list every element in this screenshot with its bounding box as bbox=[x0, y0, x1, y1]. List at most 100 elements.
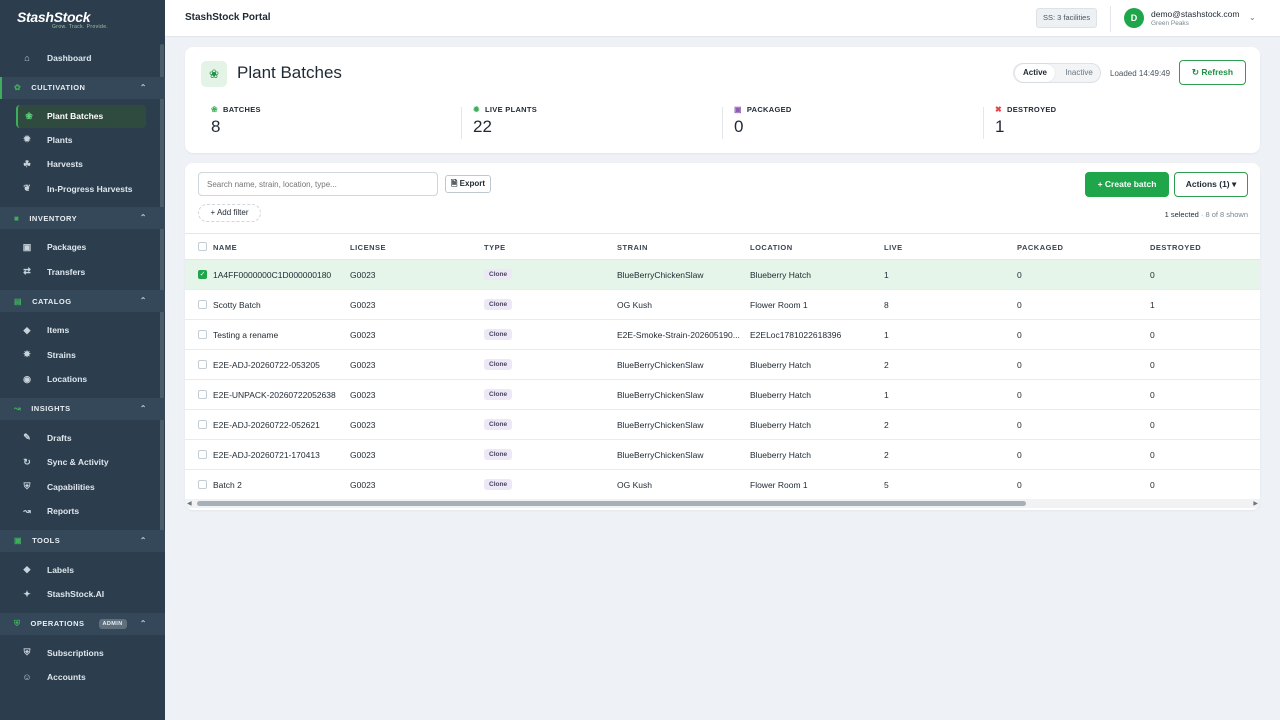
scroll-right-icon[interactable]: ▶ bbox=[1253, 501, 1258, 507]
scroll-left-icon[interactable]: ◀ bbox=[187, 501, 192, 507]
cell-type: Clone bbox=[484, 389, 513, 400]
sidebar-item-label: StashStock.AI bbox=[47, 589, 105, 600]
column-header[interactable]: LICENSE bbox=[350, 243, 387, 252]
table-row[interactable]: E2E-ADJ-20260722-052621 G0023 Clone BlueBer… bbox=[185, 410, 1260, 440]
sidebar-item-harvests[interactable]: ☘ Harvests bbox=[0, 152, 165, 177]
sidebar-item-capabilities[interactable]: ⛨ Capabilities bbox=[0, 475, 165, 500]
cell-strain: BlueBerryChickenSlaw bbox=[617, 360, 704, 370]
cell-live: 8 bbox=[884, 300, 889, 310]
horizontal-scrollbar[interactable]: ◀ ▶ bbox=[185, 499, 1260, 508]
toggle-inactive[interactable]: Inactive bbox=[1065, 68, 1093, 77]
sidebar-item-transfers[interactable]: ⇄ Transfers bbox=[0, 260, 165, 285]
section-inventory[interactable]: ■ INVENTORY ⌃ bbox=[0, 207, 165, 229]
row-checkbox[interactable] bbox=[198, 330, 207, 339]
sidebar-item-subscriptions[interactable]: ⛨ Subscriptions bbox=[0, 641, 165, 666]
cell-license: G0023 bbox=[350, 480, 376, 490]
chevron-up-icon: ⌃ bbox=[139, 296, 147, 305]
sidebar-item-label: Strains bbox=[47, 349, 76, 360]
table-row[interactable]: E2E-ADJ-20260721-170413 G0023 Clone BlueBer… bbox=[185, 440, 1260, 470]
column-header[interactable]: LOCATION bbox=[750, 243, 793, 252]
sidebar-item-strains[interactable]: ✸ Strains bbox=[0, 343, 165, 368]
cell-name: Batch 2 bbox=[213, 480, 242, 490]
cell-license: G0023 bbox=[350, 270, 376, 280]
chevron-down-icon[interactable]: ⌄ bbox=[1249, 13, 1256, 22]
actions-dropdown[interactable]: Actions (1) ▾ bbox=[1174, 172, 1248, 197]
section-catalog[interactable]: ▤ CATALOG ⌃ bbox=[0, 290, 165, 312]
column-header[interactable]: PACKAGED bbox=[1017, 243, 1064, 252]
chevron-up-icon: ⌃ bbox=[139, 403, 147, 413]
sidebar-item-plants[interactable]: ✹ Plants bbox=[0, 128, 165, 153]
sidebar-scrollbar[interactable] bbox=[160, 44, 164, 534]
column-header[interactable]: LIVE bbox=[884, 243, 903, 252]
refresh-button[interactable]: ↻ Refresh bbox=[1179, 60, 1246, 85]
cell-live: 1 bbox=[884, 270, 889, 280]
row-checkbox[interactable] bbox=[198, 480, 207, 489]
sidebar-item-stashstock-ai[interactable]: ✦ StashStock.AI bbox=[0, 582, 165, 607]
section-tools[interactable]: ▣ TOOLS ⌃ bbox=[0, 529, 165, 552]
sidebar-item-drafts[interactable]: ✎ Drafts bbox=[0, 426, 165, 451]
table-row[interactable]: E2E-UNPACK-20260722052638 G0023 Clone BlueB… bbox=[185, 380, 1260, 410]
facilities-badge[interactable]: SS: 3 facilities bbox=[1036, 8, 1098, 28]
sidebar-item-packages[interactable]: ▣ Packages bbox=[0, 235, 165, 260]
cell-destroyed: 0 bbox=[1150, 420, 1155, 430]
cell-license: G0023 bbox=[350, 330, 376, 340]
toggle-active[interactable]: Active bbox=[1015, 64, 1055, 82]
sidebar-item-sync-activity[interactable]: ↻ Sync & Activity bbox=[0, 450, 165, 475]
sidebar-item-accounts[interactable]: ☺ Accounts bbox=[0, 665, 165, 690]
table-row[interactable]: E2E-ADJ-20260722-053205 G0023 Clone BlueBer… bbox=[185, 350, 1260, 380]
cell-strain: OG Kush bbox=[617, 300, 652, 310]
row-checkbox[interactable] bbox=[198, 390, 207, 399]
sidebar-item-dashboard[interactable]: ⌂ Dashboard bbox=[0, 46, 165, 71]
cell-type: Clone bbox=[484, 299, 513, 310]
table-row[interactable]: Scotty Batch G0023 Clone OG Kush Flower Room… bbox=[185, 290, 1260, 320]
section-operations[interactable]: ⛨ OPERATIONS ADMIN ⌃ bbox=[0, 612, 165, 635]
add-filter-button[interactable]: + Add filter bbox=[198, 204, 261, 222]
sidebar-item-labels[interactable]: ◆ Labels bbox=[0, 558, 165, 583]
cell-location: Flower Room 1 bbox=[750, 300, 808, 310]
export-button[interactable]: 🗎 Export bbox=[445, 175, 491, 193]
column-header[interactable]: NAME bbox=[213, 243, 238, 252]
sidebar-item-label: Packages bbox=[47, 242, 87, 253]
avatar[interactable]: D bbox=[1124, 8, 1144, 28]
cell-live: 2 bbox=[884, 360, 889, 370]
select-all-checkbox[interactable] bbox=[198, 242, 207, 251]
row-checkbox[interactable] bbox=[198, 450, 207, 459]
cell-type: Clone bbox=[484, 449, 513, 460]
section-cultivation[interactable]: ✿ CULTIVATION ⌃ bbox=[0, 76, 165, 99]
create-batch-button[interactable]: + Create batch bbox=[1085, 172, 1169, 197]
sidebar-item-in-progress-harvests[interactable]: ❦ In-Progress Harvests bbox=[0, 177, 165, 202]
table-row[interactable]: Batch 2 G0023 Clone OG Kush Flower Room 1 5 0 0 bbox=[185, 470, 1260, 500]
row-checkbox[interactable] bbox=[198, 300, 207, 309]
cell-live: 1 bbox=[884, 390, 889, 400]
sidebar-item-items[interactable]: ◆ Items bbox=[0, 318, 165, 343]
cell-location: Blueberry Hatch bbox=[750, 270, 811, 280]
column-header[interactable]: STRAIN bbox=[617, 243, 648, 252]
sidebar-item-label: Harvests bbox=[47, 159, 83, 170]
file-icon: 🗎 bbox=[450, 179, 458, 188]
magic-wand-icon: ✦ bbox=[23, 588, 31, 599]
cell-destroyed: 0 bbox=[1150, 330, 1155, 340]
sidebar-item-locations[interactable]: ◉ Locations bbox=[0, 367, 165, 392]
feather-icon: ❦ bbox=[23, 183, 31, 194]
row-checkbox[interactable]: ✓ bbox=[198, 270, 207, 279]
toolbox-icon: ▣ bbox=[14, 536, 23, 545]
scrollbar-thumb[interactable] bbox=[197, 501, 1026, 506]
search-input[interactable] bbox=[198, 172, 438, 196]
cell-license: G0023 bbox=[350, 420, 376, 430]
row-checkbox[interactable] bbox=[198, 360, 207, 369]
row-checkbox[interactable] bbox=[198, 420, 207, 429]
section-title: CULTIVATION bbox=[31, 83, 86, 92]
section-insights[interactable]: ↝ INSIGHTS ⌃ bbox=[0, 397, 165, 420]
sidebar-item-reports[interactable]: ↝ Reports bbox=[0, 499, 165, 524]
map-pin-icon: ◉ bbox=[23, 373, 31, 384]
stat-value: 22 bbox=[473, 117, 492, 136]
table-row[interactable]: ✓ 1A4FF0000000C1D000000180 G0023 Clone BlueB… bbox=[185, 260, 1260, 290]
brand-logo[interactable]: StashStock Grow. Track. Provide. bbox=[0, 0, 165, 38]
sidebar-item-plant-batches[interactable]: ❀ Plant Batches bbox=[16, 104, 146, 128]
stat-value: 8 bbox=[211, 117, 221, 136]
column-header[interactable]: DESTROYED bbox=[1150, 243, 1202, 252]
refresh-icon: ↻ bbox=[1191, 67, 1200, 77]
column-header[interactable]: TYPE bbox=[484, 243, 506, 252]
table-row[interactable]: Testing a rename G0023 Clone E2E-Smoke-Stra… bbox=[185, 320, 1260, 350]
user-email[interactable]: demo@stashstock.com bbox=[1151, 9, 1240, 19]
